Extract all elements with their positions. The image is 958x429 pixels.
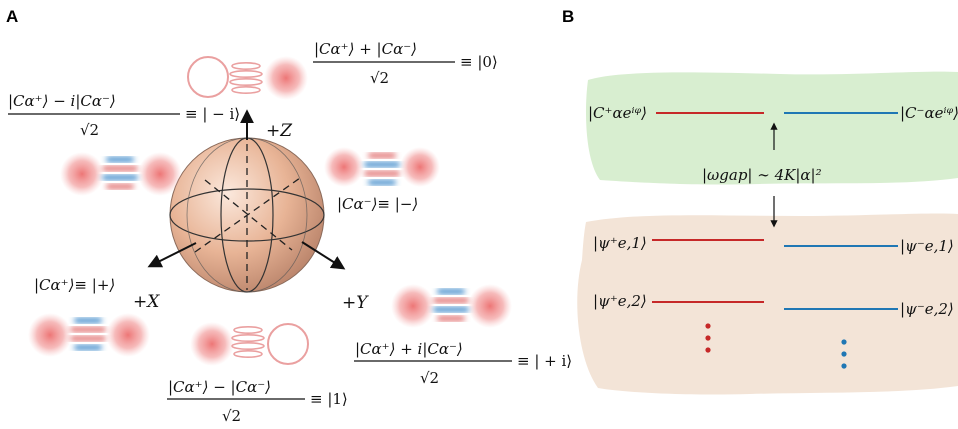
state-plus-wigner — [28, 313, 150, 357]
state-one-wigner — [190, 322, 309, 366]
ellipsis-red-dots — [705, 323, 711, 353]
label-minus-i-numerator: |Cα⁺⟩ − i|Cα⁻⟩ — [8, 92, 116, 110]
level-top-left-label: |C⁺αeⁱᵠ⟩ — [588, 104, 647, 122]
panel-label-b: B — [562, 7, 574, 26]
x-axis-label: +X — [133, 292, 160, 312]
label-plus-i-equiv: ≡ | + i⟩ — [517, 352, 572, 370]
x-axis-arrow — [147, 242, 197, 268]
state-minus-wigner — [324, 147, 440, 187]
y-axis-label: +Y — [342, 293, 369, 313]
state-minus-i-wigner — [60, 152, 182, 196]
label-plus-i-denominator: √2 — [420, 369, 439, 387]
level-e2-right-label: |ψ⁻e,2⟩ — [900, 300, 954, 318]
label-zero-equiv: ≡ |0⟩ — [460, 53, 498, 71]
z-axis-label: +Z — [266, 121, 293, 141]
level-top-right-label: |C⁻αeⁱᵠ⟩ — [900, 104, 958, 122]
label-zero-denominator: √2 — [370, 69, 389, 87]
gap-label: |ωgap| ∼ 4K|α|² — [702, 166, 822, 184]
label-zero-numerator: |Cα⁺⟩ + |Cα⁻⟩ — [314, 40, 417, 58]
ellipsis-blue-dots — [841, 339, 847, 369]
label-one-equiv: ≡ |1⟩ — [310, 390, 348, 408]
level-e2-left-label: |ψ⁺e,2⟩ — [593, 292, 647, 310]
label-plus-i-numerator: |Cα⁺⟩ + i|Cα⁻⟩ — [355, 340, 463, 358]
y-axis-arrow — [301, 241, 346, 270]
label-minus-i-denominator: √2 — [80, 121, 99, 139]
level-e1-right-label: |ψ⁻e,1⟩ — [900, 237, 954, 255]
level-e1-left-label: |ψ⁺e,1⟩ — [593, 234, 647, 252]
label-plus-state: |Cα⁺⟩≡ |+⟩ — [34, 276, 115, 294]
state-plus-i-wigner — [391, 284, 512, 328]
panel-label-a: A — [6, 7, 18, 26]
label-one-denominator: √2 — [222, 407, 241, 425]
excited-band-tan — [577, 213, 958, 395]
label-minus-i-equiv: ≡ | − i⟩ — [185, 105, 240, 123]
label-minus-state: |Cα⁻⟩≡ |−⟩ — [337, 195, 418, 213]
label-one-numerator: |Cα⁺⟩ − |Cα⁻⟩ — [168, 378, 271, 396]
state-zero-wigner — [187, 56, 308, 100]
bloch-sphere — [169, 120, 325, 293]
